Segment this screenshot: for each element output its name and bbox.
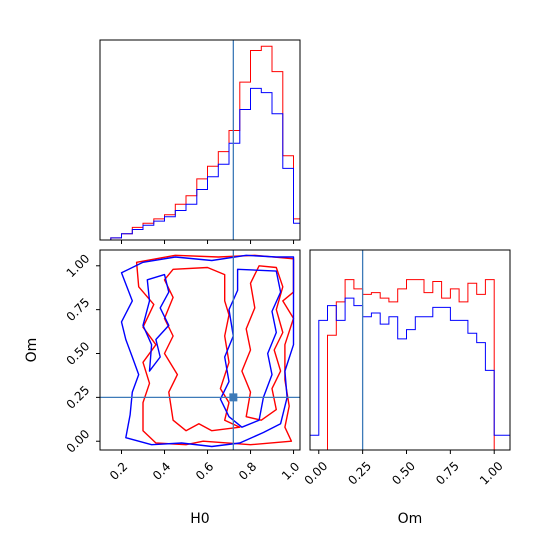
h0-xtick-label-5: 1.0 xyxy=(279,459,302,482)
om-xtick-label-5: 1.00 xyxy=(477,459,506,488)
om-xtick-label-1: 0.00 xyxy=(302,459,331,488)
joint-frame xyxy=(99,249,301,451)
h0-om-joint-panel: 0.2 0.4 0.6 0.8 1.0 0.000.250.500.751.00 H0 … xyxy=(24,249,302,527)
om-ytick-label-3: 0.50 xyxy=(64,339,93,368)
truth-point-marker xyxy=(229,393,238,402)
contour-6 xyxy=(142,273,170,372)
om-ytick-label-2: 0.25 xyxy=(64,383,93,412)
h0-marginal-frame xyxy=(99,39,301,241)
om-xtick-label-4: 0.75 xyxy=(433,459,462,488)
om-xtick-label-3: 0.50 xyxy=(389,459,418,488)
om-hist-series-1 xyxy=(310,279,510,451)
h0-marginal-panel xyxy=(99,39,301,244)
om-ytick-label-1: 0.00 xyxy=(64,427,93,456)
contour-5 xyxy=(219,268,282,428)
h0-xtick-label-2: 0.4 xyxy=(150,459,173,482)
om-xtick-label-2: 0.25 xyxy=(345,459,374,488)
h0-xtick-label-3: 0.6 xyxy=(193,459,216,482)
h0-hist-series-2 xyxy=(100,87,300,241)
x-axis-label-h0: H0 xyxy=(190,511,209,527)
om-marginal-frame xyxy=(309,249,511,451)
om-hist-series-2 xyxy=(310,297,510,436)
x-axis-label-om: Om xyxy=(398,511,423,527)
om-ytick-label-5: 1.00 xyxy=(64,251,93,280)
contour-4 xyxy=(120,254,295,448)
y-axis-label-om: Om xyxy=(24,338,40,363)
contour-2 xyxy=(163,266,241,432)
h0-xtick-label-1: 0.2 xyxy=(107,459,130,482)
contour-3 xyxy=(241,265,284,421)
om-marginal-panel: 0.00 0.25 0.50 0.75 1.00 Om xyxy=(302,249,511,527)
contour-1 xyxy=(135,254,295,446)
h0-xtick-label-4: 0.8 xyxy=(236,459,259,482)
h0-hist-series-1 xyxy=(100,45,300,241)
om-ytick-label-4: 0.75 xyxy=(64,295,93,324)
